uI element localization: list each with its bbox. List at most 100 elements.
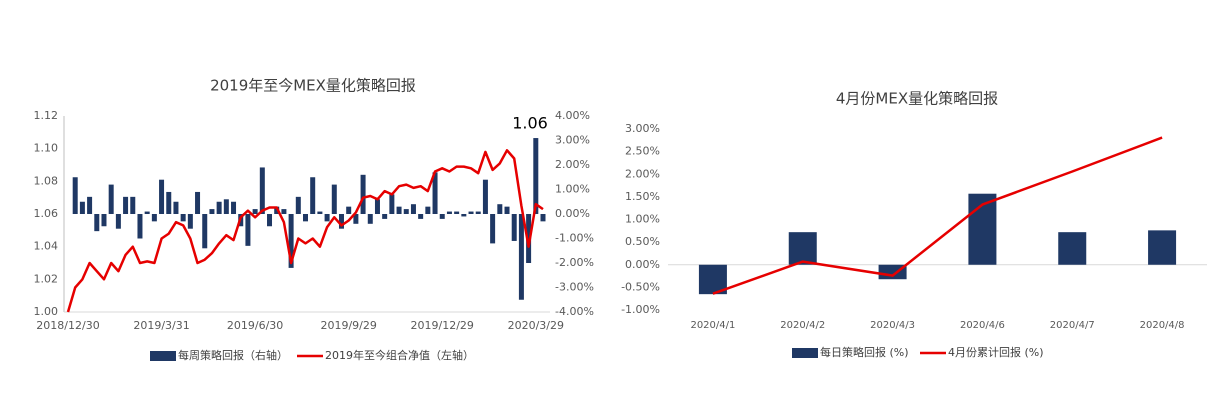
x-tick-label: 2020/3/29 [508,319,564,332]
bar [324,214,330,222]
x-tick-label: 2020/4/6 [960,320,1005,331]
y-tick-label: 1.12 [34,109,59,122]
bar [108,184,114,214]
bar [259,167,265,214]
x-tick-label: 2019/3/31 [133,319,189,332]
bar [245,214,251,246]
bar [137,214,143,239]
x-tick-label: 2020/4/7 [1050,320,1095,331]
bar [252,209,258,214]
bar [338,214,344,229]
bar [94,214,100,232]
line [66,149,544,313]
bar [267,214,273,227]
bar [403,209,409,214]
bar [425,206,431,214]
bar [173,201,179,214]
bar [518,214,524,300]
bar [79,201,85,214]
y-tick-label: 1.02 [34,272,59,285]
bar [482,179,488,214]
y2-tick-label: -3.00% [555,281,594,294]
bar [216,201,222,214]
bar [468,211,474,214]
y-tick-label: 0.00% [625,258,660,271]
bar [540,214,546,222]
bar [461,214,467,217]
bar [533,138,539,214]
bar [389,194,395,214]
chart-title: 4月份MEX量化策略回报 [836,90,998,108]
bar [497,204,503,214]
legend-swatch [792,348,818,358]
x-tick-label: 2020/4/1 [690,320,735,331]
bar [288,214,294,268]
bar [382,214,388,219]
y-tick-label: 1.06 [34,207,59,220]
legend-label: 2019年至今组合净值（左轴） [325,348,474,362]
legend-label: 每周策略回报（右轴） [178,348,288,362]
bar [209,209,215,214]
y-tick-label: 2.00% [625,167,660,180]
y-tick-label: 1.50% [625,190,660,203]
bar [439,214,445,219]
bar [1148,230,1177,265]
bar [101,214,107,227]
bar [130,196,136,214]
bar [475,211,481,214]
line [712,136,1163,295]
bar [123,196,129,214]
y-tick-label: -0.50% [621,280,660,293]
bar [360,174,366,214]
x-tick-label: 2018/12/30 [36,319,99,332]
bar [526,214,532,263]
x-tick-label: 2020/4/3 [870,320,915,331]
bar [187,214,193,229]
y-tick-label: 1.08 [34,174,59,187]
y-tick-label: 0.50% [625,235,660,248]
x-tick-label: 2019/6/30 [227,319,283,332]
y2-tick-label: 4.00% [555,109,590,122]
bar [446,211,452,214]
bar [317,211,323,214]
bar [87,196,93,214]
annotation: 1.06 [512,114,548,133]
bar [1058,232,1087,265]
bar [72,177,78,214]
y2-tick-label: 2.00% [555,158,590,171]
legend-label: 4月份累计回报 (%) [948,345,1044,359]
x-tick-label: 2019/9/29 [320,319,376,332]
x-tick-label: 2020/4/8 [1140,320,1185,331]
bar [202,214,208,249]
bar [180,214,186,222]
y-tick-label: 1.10 [34,142,59,155]
bar [310,177,316,214]
y2-tick-label: 3.00% [555,134,590,147]
bar [144,211,150,214]
legend-swatch [150,351,176,361]
bar [303,214,308,222]
bar [166,191,172,214]
bar [454,211,460,214]
y2-tick-label: 1.00% [555,183,590,196]
legend-label: 每日策略回报 (%) [820,345,909,359]
bar [159,179,165,214]
y-tick-label: 1.00 [34,305,59,318]
bar [195,191,201,214]
bar [374,199,380,214]
y-tick-label: 2.50% [625,145,660,158]
x-tick-label: 2019/12/29 [411,319,474,332]
bar [367,214,373,224]
bar [432,172,438,214]
bar [115,214,121,229]
bar [223,199,229,214]
bar [231,201,237,214]
chart-title: 2019年至今MEX量化策略回报 [210,77,416,95]
bar [346,206,352,214]
bar [151,214,157,222]
y-tick-label: 1.04 [34,240,59,253]
bar [295,196,301,214]
bar [504,206,510,214]
bar [396,206,402,214]
